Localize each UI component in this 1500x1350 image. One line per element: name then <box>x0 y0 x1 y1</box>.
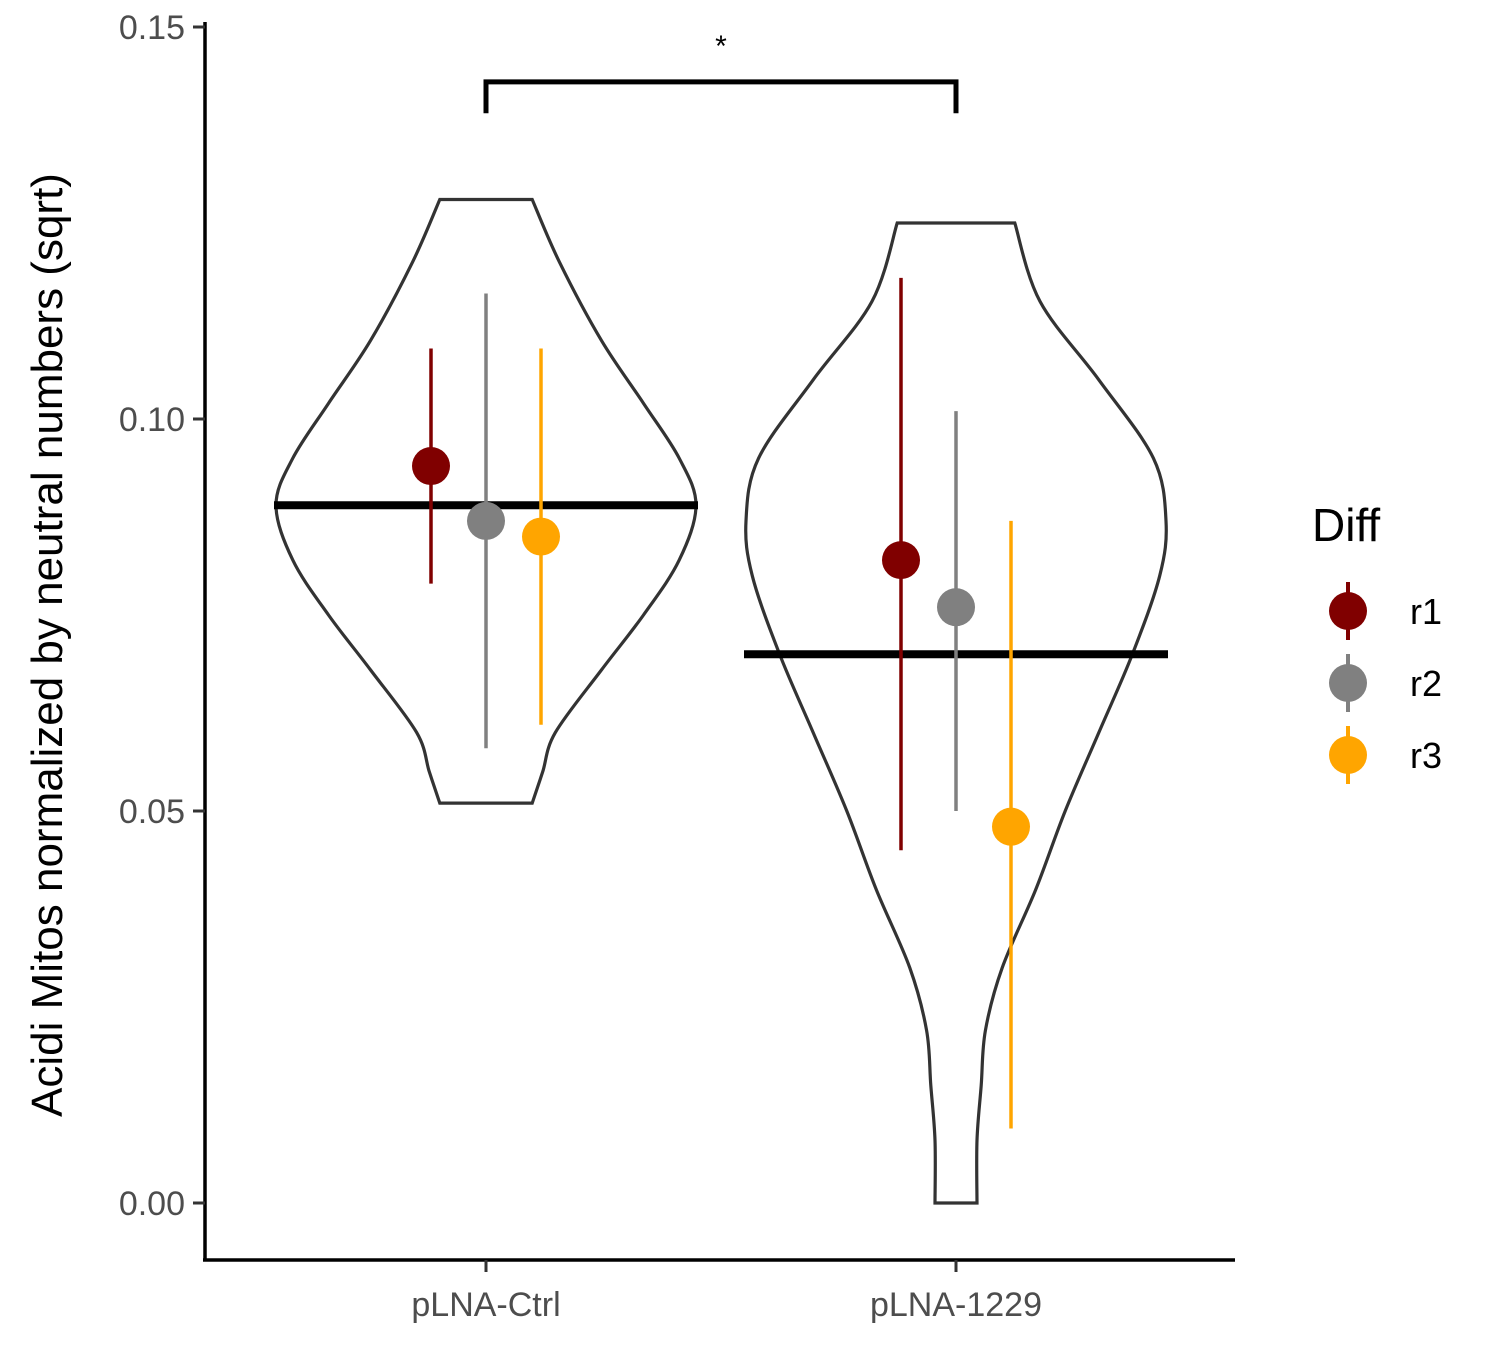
significance-label: * <box>715 30 727 63</box>
y-tick-label: 0.00 <box>119 1185 185 1223</box>
x-tick-label: pLNA-Ctrl <box>411 1286 560 1324</box>
violin-pLNA-1229 <box>744 221 1168 1205</box>
violins-layer <box>274 197 1168 1205</box>
point-r2-pLNA-1229 <box>937 588 975 627</box>
legend: Diff r1 r2 r3 <box>1312 499 1442 784</box>
legend-key-r2 <box>1329 664 1367 702</box>
point-r3-pLNA-1229 <box>992 807 1030 846</box>
bracket-line <box>483 79 959 114</box>
legend-label-r1: r1 <box>1410 591 1442 632</box>
axes: 0.00 0.05 0.10 0.15 pLNA-Ctrl pLNA-1229 <box>119 9 1235 1324</box>
point-r1-pLNA-Ctrl <box>412 447 450 486</box>
violin-pLNA-Ctrl <box>274 197 698 805</box>
group-mean-lines <box>274 501 1168 659</box>
y-tick-label: 0.15 <box>119 9 185 47</box>
legend-label-r3: r3 <box>1410 735 1442 776</box>
legend-title: Diff <box>1312 499 1380 551</box>
point-r3-pLNA-Ctrl <box>522 517 560 556</box>
legend-key-r3 <box>1329 736 1367 774</box>
y-tick-label: 0.05 <box>119 793 185 831</box>
replicate-points-layer <box>412 277 1030 1129</box>
y-axis-title: Acidi Mitos normalized by neutral number… <box>23 173 72 1117</box>
legend-label-r2: r2 <box>1410 663 1442 704</box>
legend-key-r1 <box>1329 592 1367 630</box>
x-tick-label: pLNA-1229 <box>870 1286 1042 1324</box>
y-tick-label: 0.10 <box>119 401 185 439</box>
point-r1-pLNA-1229 <box>882 541 920 580</box>
point-r2-pLNA-Ctrl <box>467 501 505 540</box>
significance-bracket: * <box>483 30 959 114</box>
